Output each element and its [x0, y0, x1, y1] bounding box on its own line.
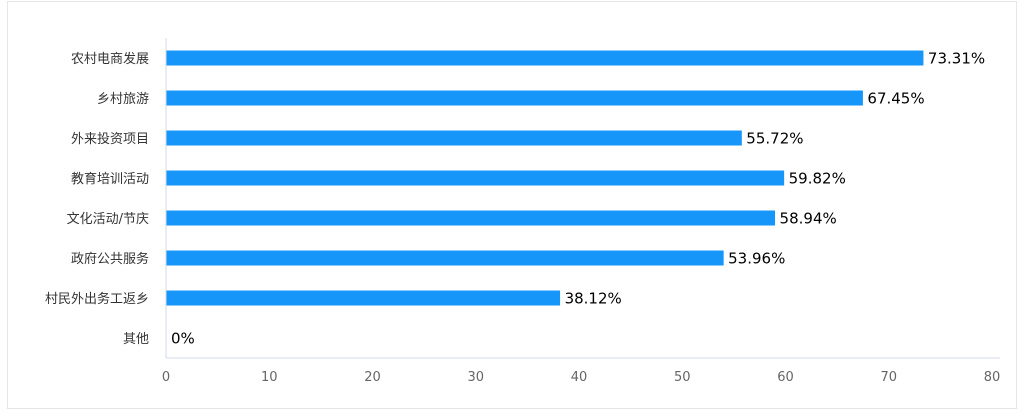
value-label: 73.31% [928, 50, 985, 68]
category-label: 外来投资项目 [71, 131, 149, 147]
bar [166, 210, 776, 226]
chart-frame [7, 1, 1017, 409]
bar [166, 130, 742, 146]
x-tick-label: 50 [674, 370, 691, 385]
value-label: 53.96% [728, 250, 785, 268]
category-label: 文化活动/节庆 [67, 212, 149, 227]
category-label: 政府公共服务 [71, 251, 149, 267]
bar [166, 250, 724, 266]
value-labels: 73.31% 67.45% 55.72% 59.82% 58.94% 53.96% 38.1… [171, 50, 985, 348]
value-label: 67.45% [867, 90, 924, 108]
x-tick-label: 30 [467, 370, 484, 385]
bar [166, 170, 785, 186]
bar [166, 50, 924, 66]
x-tick-label: 20 [364, 370, 381, 385]
bar [166, 290, 561, 306]
x-tick-label: 70 [880, 370, 897, 385]
value-label: 0% [171, 330, 195, 348]
x-tick-label: 0 [162, 370, 170, 385]
x-tick-label: 60 [777, 370, 794, 385]
bar [166, 90, 863, 106]
category-label: 乡村旅游 [97, 92, 149, 107]
category-label: 其他 [123, 332, 149, 347]
x-tick-label: 40 [571, 370, 588, 385]
bars-group [166, 50, 924, 306]
value-label: 38.12% [565, 290, 622, 308]
category-label: 农村电商发展 [71, 51, 149, 67]
category-labels: 农村电商发展乡村旅游外来投资项目教育培训活动文化活动/节庆政府公共服务村民外出务… [45, 51, 149, 347]
value-label: 59.82% [789, 170, 846, 188]
x-tick-labels: 0 10 20 30 40 50 60 70 80 [162, 370, 1000, 385]
x-tick-label: 80 [984, 370, 1001, 385]
category-label: 村民外出务工返乡 [45, 291, 149, 307]
value-label: 58.94% [780, 210, 837, 228]
category-label: 教育培训活动 [71, 171, 149, 187]
x-tick-label: 10 [261, 370, 278, 385]
value-label: 55.72% [746, 130, 803, 148]
